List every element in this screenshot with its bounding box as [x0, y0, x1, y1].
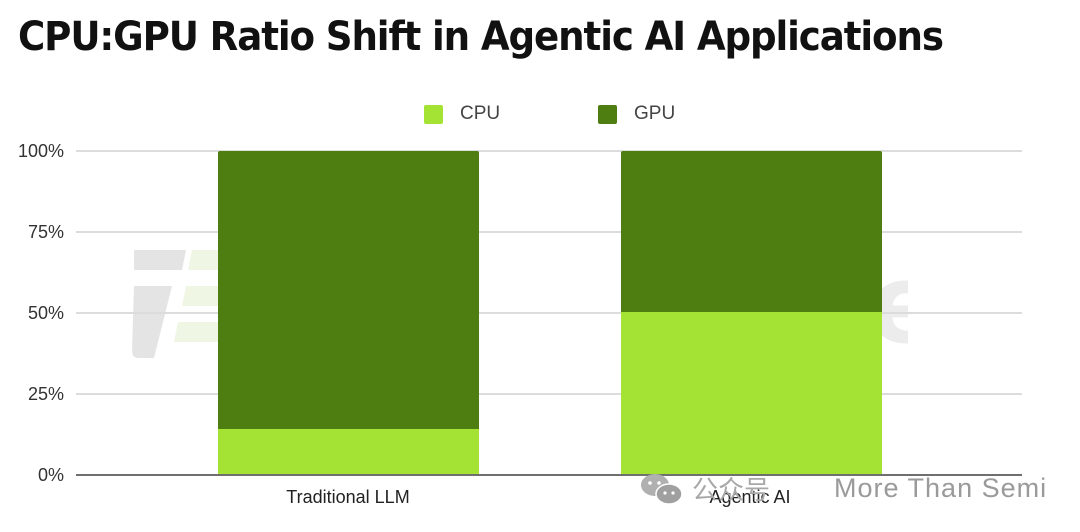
- gridline-75: [76, 231, 1022, 233]
- y-tick-25: 25%: [27, 384, 64, 404]
- cpu-swatch-icon: [424, 104, 443, 124]
- gridline-25: [76, 393, 1022, 395]
- x-label-agentic-ai: Agentic AI: [709, 487, 791, 507]
- y-tick-100: 100%: [17, 141, 64, 161]
- gpu-swatch-icon: [598, 104, 617, 124]
- footer-watermark: 公众号 More Than Semi: [640, 470, 1047, 507]
- chart-legend: CPU GPU: [0, 103, 1080, 127]
- bar-traditional-llm: [218, 151, 479, 475]
- chart-title: CPU:GPU Ratio Shift in Agentic AI Applic…: [18, 14, 944, 60]
- bar-segment-gpu: [621, 151, 882, 312]
- wechat-icon: [641, 473, 683, 505]
- footer-watermark-text: More Than Semi: [834, 473, 1048, 503]
- x-label-traditional-llm: Traditional LLM: [286, 487, 410, 507]
- legend-label-cpu: CPU: [460, 103, 501, 124]
- bar-segment-gpu: [218, 151, 479, 429]
- x-axis-line: [76, 474, 1022, 476]
- gridline-50: [76, 312, 1022, 314]
- bar-agentic-ai: [621, 151, 882, 475]
- y-tick-75: 75%: [27, 222, 64, 242]
- y-tick-50: 50%: [27, 303, 64, 323]
- footer-watermark-cn: 公众号: [692, 475, 771, 505]
- legend-item-gpu: GPU: [598, 103, 675, 125]
- y-tick-0: 0%: [37, 465, 64, 485]
- bar-segment-cpu: [621, 312, 882, 475]
- legend-label-gpu: GPU: [634, 103, 676, 124]
- gridline-100: [76, 150, 1022, 152]
- legend-item-cpu: CPU: [424, 103, 500, 125]
- bar-segment-cpu: [218, 429, 479, 475]
